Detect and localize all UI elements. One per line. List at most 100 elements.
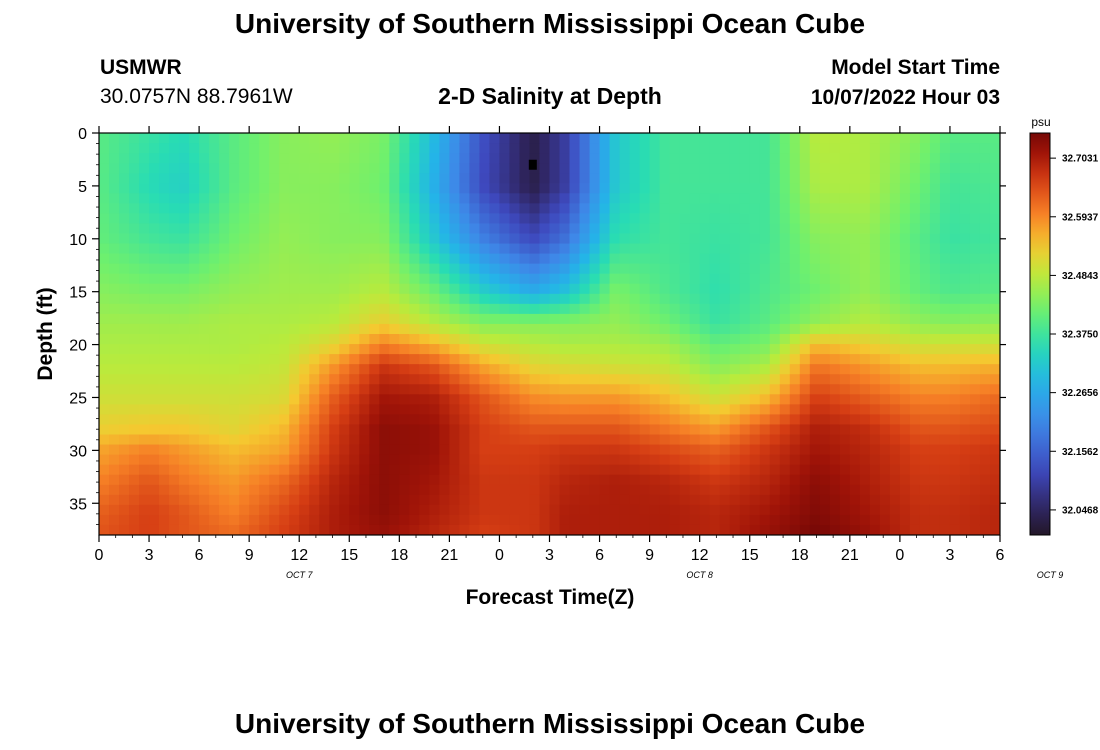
heatmap-cell [209, 263, 220, 275]
heatmap-cell [769, 424, 781, 436]
heatmap-cell [199, 143, 210, 154]
heatmap-cell [149, 474, 160, 486]
heatmap-cell [979, 424, 991, 436]
heatmap-cell [729, 454, 741, 466]
heatmap-cell [479, 183, 491, 194]
heatmap-cell [389, 404, 400, 415]
heatmap-cell [619, 233, 631, 245]
heatmap-cell [529, 153, 541, 164]
heatmap-cell [539, 344, 551, 355]
heatmap-cell [249, 313, 260, 325]
heatmap-cell [249, 183, 260, 194]
heatmap-cell [879, 213, 891, 225]
heatmap-cell [819, 303, 831, 315]
heatmap-cell [119, 364, 130, 375]
heatmap-cell [279, 233, 290, 245]
heatmap-cell [739, 464, 751, 476]
heatmap-cell [519, 444, 531, 456]
heatmap-cell [719, 313, 731, 325]
heatmap-cell [219, 153, 230, 164]
heatmap-cell [519, 434, 531, 446]
heatmap-cell [649, 283, 661, 295]
heatmap-cell [939, 243, 951, 255]
heatmap-cell [839, 303, 851, 315]
heatmap-cell [149, 293, 160, 305]
heatmap-cell [959, 524, 971, 535]
heatmap-cell [129, 143, 140, 154]
heatmap-cell [619, 334, 631, 345]
heatmap-cell [779, 494, 791, 506]
heatmap-cell [439, 323, 450, 335]
heatmap-cell [649, 253, 661, 265]
heatmap-cell [679, 283, 691, 295]
station-id: USMWR [100, 56, 182, 79]
heatmap-cell [739, 434, 751, 446]
heatmap-cell [499, 193, 511, 204]
heatmap-cell [959, 213, 971, 225]
heatmap-cell [509, 514, 521, 526]
heatmap-cell [199, 243, 210, 255]
heatmap-cell [719, 283, 731, 295]
heatmap-cell [429, 334, 440, 345]
heatmap-cell [189, 313, 200, 325]
heatmap-cell [669, 283, 681, 295]
heatmap-cell [619, 293, 631, 305]
heatmap-cell [409, 404, 420, 415]
heatmap-cell [979, 504, 991, 516]
heatmap-cell [409, 464, 420, 476]
heatmap-cell [639, 334, 651, 345]
heatmap-cell [769, 263, 781, 275]
heatmap-cell [189, 494, 200, 506]
heatmap-cell [659, 263, 671, 275]
heatmap-cell [719, 394, 731, 405]
heatmap-cell [709, 394, 721, 405]
heatmap-cell [279, 153, 290, 164]
heatmap-cell [399, 263, 410, 275]
heatmap-cell [109, 394, 120, 405]
heatmap-cell [709, 233, 721, 245]
heatmap-cell [159, 283, 170, 295]
heatmap-cell [969, 193, 981, 204]
heatmap-cell [629, 464, 641, 476]
heatmap-cell [329, 323, 340, 335]
heatmap-cell [509, 394, 521, 405]
heatmap-cell [709, 424, 721, 436]
heatmap-cell [329, 474, 340, 486]
heatmap-cell [779, 444, 791, 456]
heatmap-cell [239, 163, 250, 174]
heatmap-cell [579, 364, 591, 375]
heatmap-cell [579, 303, 591, 315]
heatmap-cell [919, 133, 931, 144]
heatmap-cell [679, 424, 691, 436]
heatmap-cell [529, 183, 541, 194]
heatmap-cell [939, 424, 951, 436]
heatmap-cell [609, 323, 621, 335]
heatmap-cell [569, 253, 581, 265]
heatmap-cell [489, 394, 501, 405]
heatmap-cell [569, 283, 581, 295]
heatmap-cell [409, 344, 420, 355]
heatmap-cell [609, 394, 621, 405]
heatmap-cell [429, 253, 440, 265]
heatmap-cell [359, 173, 370, 184]
heatmap-cell [619, 454, 631, 466]
heatmap-cell [239, 384, 250, 395]
heatmap-cell [789, 323, 801, 335]
heatmap-cell [559, 504, 571, 516]
heatmap-cell [949, 213, 961, 225]
heatmap-cell [719, 133, 731, 144]
heatmap-cell [549, 474, 561, 486]
heatmap-cell [409, 384, 420, 395]
heatmap-cell [509, 334, 521, 345]
heatmap-cell [469, 293, 481, 305]
heatmap-cell [889, 293, 901, 305]
heatmap-cell [489, 143, 501, 154]
heatmap-cell [419, 334, 430, 345]
heatmap-cell [519, 414, 531, 426]
heatmap-cell [359, 434, 370, 446]
heatmap-cell [99, 293, 110, 305]
heatmap-cell [969, 334, 981, 345]
heatmap-cell [889, 153, 901, 164]
heatmap-cell [449, 384, 460, 395]
heatmap-cell [669, 153, 681, 164]
